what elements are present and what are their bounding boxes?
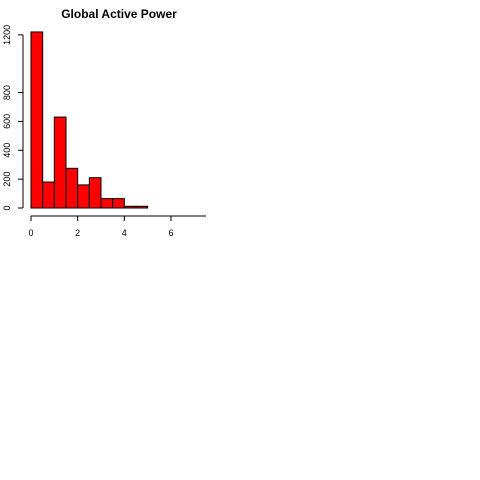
x-tick-label: 2 bbox=[75, 228, 80, 238]
histogram-bar bbox=[77, 184, 90, 209]
histogram-bar bbox=[30, 31, 44, 209]
x-tick-label: 4 bbox=[122, 228, 127, 238]
x-tick-label: 0 bbox=[28, 228, 33, 238]
histogram-bar bbox=[135, 205, 149, 209]
histogram-bar bbox=[88, 177, 102, 209]
histogram-bar bbox=[42, 181, 55, 209]
histogram-bar bbox=[112, 198, 125, 209]
y-tick-label: 0 bbox=[2, 205, 12, 210]
histogram-bars bbox=[30, 31, 149, 209]
y-tick-label: 800 bbox=[2, 85, 12, 100]
histogram-bar bbox=[100, 198, 114, 209]
y-tick-label: 1200 bbox=[2, 25, 12, 45]
y-axis: 0 200 400 600 800 1200 bbox=[2, 25, 24, 211]
chart-title: Global Active Power bbox=[61, 7, 177, 21]
x-axis: 0 2 4 6 bbox=[28, 215, 206, 238]
histogram-bar bbox=[65, 167, 79, 209]
y-tick-label: 400 bbox=[2, 143, 12, 158]
y-tick-label: 600 bbox=[2, 114, 12, 129]
x-tick-label: 6 bbox=[168, 228, 173, 238]
histogram-bar bbox=[123, 205, 137, 209]
histogram-bar bbox=[53, 116, 67, 209]
y-tick-label: 200 bbox=[2, 172, 12, 187]
